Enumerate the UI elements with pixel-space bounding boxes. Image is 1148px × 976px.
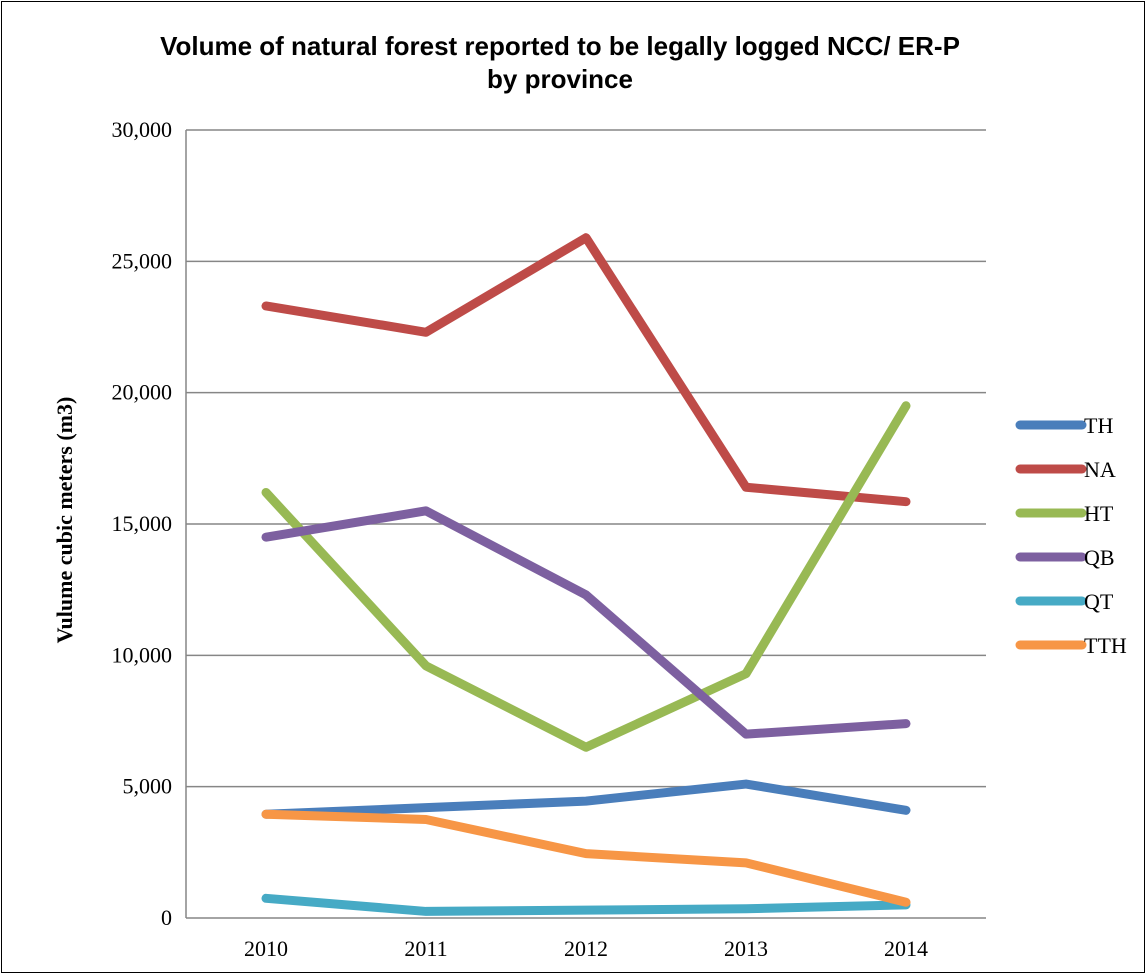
legend-label-qb: QB <box>1084 545 1115 570</box>
data-point-na <box>905 501 907 503</box>
chart-title-line-1: Volume of natural forest reported to be … <box>160 31 960 61</box>
data-point-th <box>745 783 747 785</box>
y-tick-label: 10,000 <box>112 642 173 667</box>
y-tick-label: 0 <box>161 905 172 930</box>
y-tick-label: 5,000 <box>123 774 173 799</box>
legend-label-ht: HT <box>1084 501 1114 526</box>
data-point-qb <box>425 510 427 512</box>
series-lines <box>261 233 911 916</box>
x-tick-labels: 2010 2011 2012 2013 2014 <box>244 936 928 961</box>
x-tick-label: 2011 <box>404 936 447 961</box>
y-axis-label: Vulume cubic meters (m3) <box>52 397 77 644</box>
data-point-ht <box>585 746 587 748</box>
data-point-qb <box>265 536 267 538</box>
data-point-qb <box>585 594 587 596</box>
data-point-ht <box>745 673 747 675</box>
data-point-tth <box>585 853 587 855</box>
y-tick-label: 20,000 <box>112 380 173 405</box>
data-point-qt <box>425 910 427 912</box>
data-point-tth <box>425 819 427 820</box>
data-point-ht <box>425 665 427 667</box>
x-tick-label: 2014 <box>884 936 928 961</box>
data-point-th <box>425 807 427 809</box>
y-tick-label: 25,000 <box>112 248 173 273</box>
data-point-qt <box>745 908 747 910</box>
y-tick-labels: 0 5,000 10,000 15,000 20,000 25,000 30,000 <box>112 117 173 930</box>
series-line-qt <box>261 893 911 916</box>
data-point-ht <box>905 405 907 407</box>
x-tick-label: 2012 <box>564 936 608 961</box>
data-point-qb <box>745 733 747 735</box>
data-point-qb <box>905 723 907 725</box>
y-tick-label: 30,000 <box>112 117 173 142</box>
data-point-th <box>905 809 907 811</box>
legend-label-tth: TTH <box>1084 633 1127 658</box>
series-line-ht <box>261 401 911 752</box>
y-tick-label: 15,000 <box>112 511 173 536</box>
legend-label-na: NA <box>1084 457 1116 482</box>
legend-label-th: TH <box>1084 413 1113 438</box>
data-point-na <box>265 305 267 307</box>
data-point-tth <box>745 862 747 864</box>
data-point-na <box>425 331 427 333</box>
series-line-th <box>261 779 911 819</box>
data-point-qt <box>585 909 587 911</box>
series-line-tth <box>261 809 911 907</box>
data-point-tth <box>905 901 907 903</box>
data-point-na <box>585 237 587 239</box>
data-point-tth <box>265 813 267 815</box>
legend-label-qt: QT <box>1084 589 1114 614</box>
legend: TH NA HT QB QT TTH <box>1015 413 1127 658</box>
data-point-ht <box>265 491 267 493</box>
series-line-qb <box>261 506 911 739</box>
chart-title-line-2: by province <box>487 64 633 94</box>
series-line-na <box>261 233 911 507</box>
data-point-na <box>745 486 747 488</box>
x-tick-label: 2010 <box>244 936 288 961</box>
data-point-qt <box>265 897 267 899</box>
x-tick-label: 2013 <box>724 936 768 961</box>
data-point-th <box>585 800 587 802</box>
